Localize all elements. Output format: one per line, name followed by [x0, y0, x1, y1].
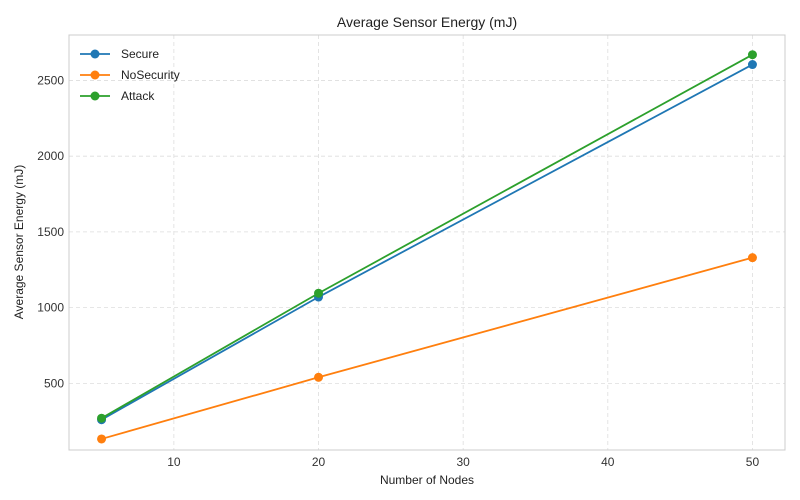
series-layer: [97, 50, 757, 444]
series-secure: [97, 60, 757, 425]
series-attack: [97, 50, 757, 423]
data-point-nosecurity: [747, 253, 757, 263]
legend-item-nosecurity: NoSecurity: [80, 68, 180, 82]
x-tick-label: 30: [456, 455, 470, 469]
legend-label: NoSecurity: [121, 68, 180, 82]
y-tick-label: 2000: [37, 149, 64, 163]
grid: [69, 35, 785, 450]
legend-marker: [90, 70, 100, 80]
y-axis-title: Average Sensor Energy (mJ): [12, 165, 26, 320]
x-tick-label: 20: [312, 455, 326, 469]
series-line-secure: [101, 63, 753, 421]
series-line-nosecurity: [101, 256, 753, 440]
x-tick-label: 50: [746, 455, 760, 469]
data-point-nosecurity: [314, 372, 324, 382]
x-axis-title: Number of Nodes: [380, 473, 474, 487]
legend: Secure NoSecurity Attack: [80, 47, 180, 103]
y-tick-label: 500: [44, 376, 64, 390]
data-point-secure: [747, 60, 757, 70]
y-tick-label: 1500: [37, 225, 64, 239]
x-tick-label: 40: [601, 455, 615, 469]
plot-frame: [68, 34, 786, 451]
legend-item-attack: Attack: [80, 89, 155, 103]
legend-item-secure: Secure: [80, 47, 159, 61]
tick-labels: 10 20 30 40 50 500 1000 1500 2000 2500: [37, 73, 759, 469]
x-tick-label: 10: [167, 455, 181, 469]
series-nosecurity: [97, 253, 757, 444]
data-point-nosecurity: [97, 434, 107, 444]
data-point-attack: [97, 413, 107, 423]
y-tick-label: 2500: [37, 73, 64, 87]
data-point-attack: [747, 50, 757, 60]
legend-label: Secure: [121, 47, 159, 61]
data-point-attack: [314, 288, 324, 298]
legend-marker: [90, 49, 100, 59]
legend-marker: [90, 91, 100, 101]
chart-title: Average Sensor Energy (mJ): [337, 14, 517, 30]
y-tick-label: 1000: [37, 301, 64, 315]
legend-label: Attack: [121, 89, 155, 103]
